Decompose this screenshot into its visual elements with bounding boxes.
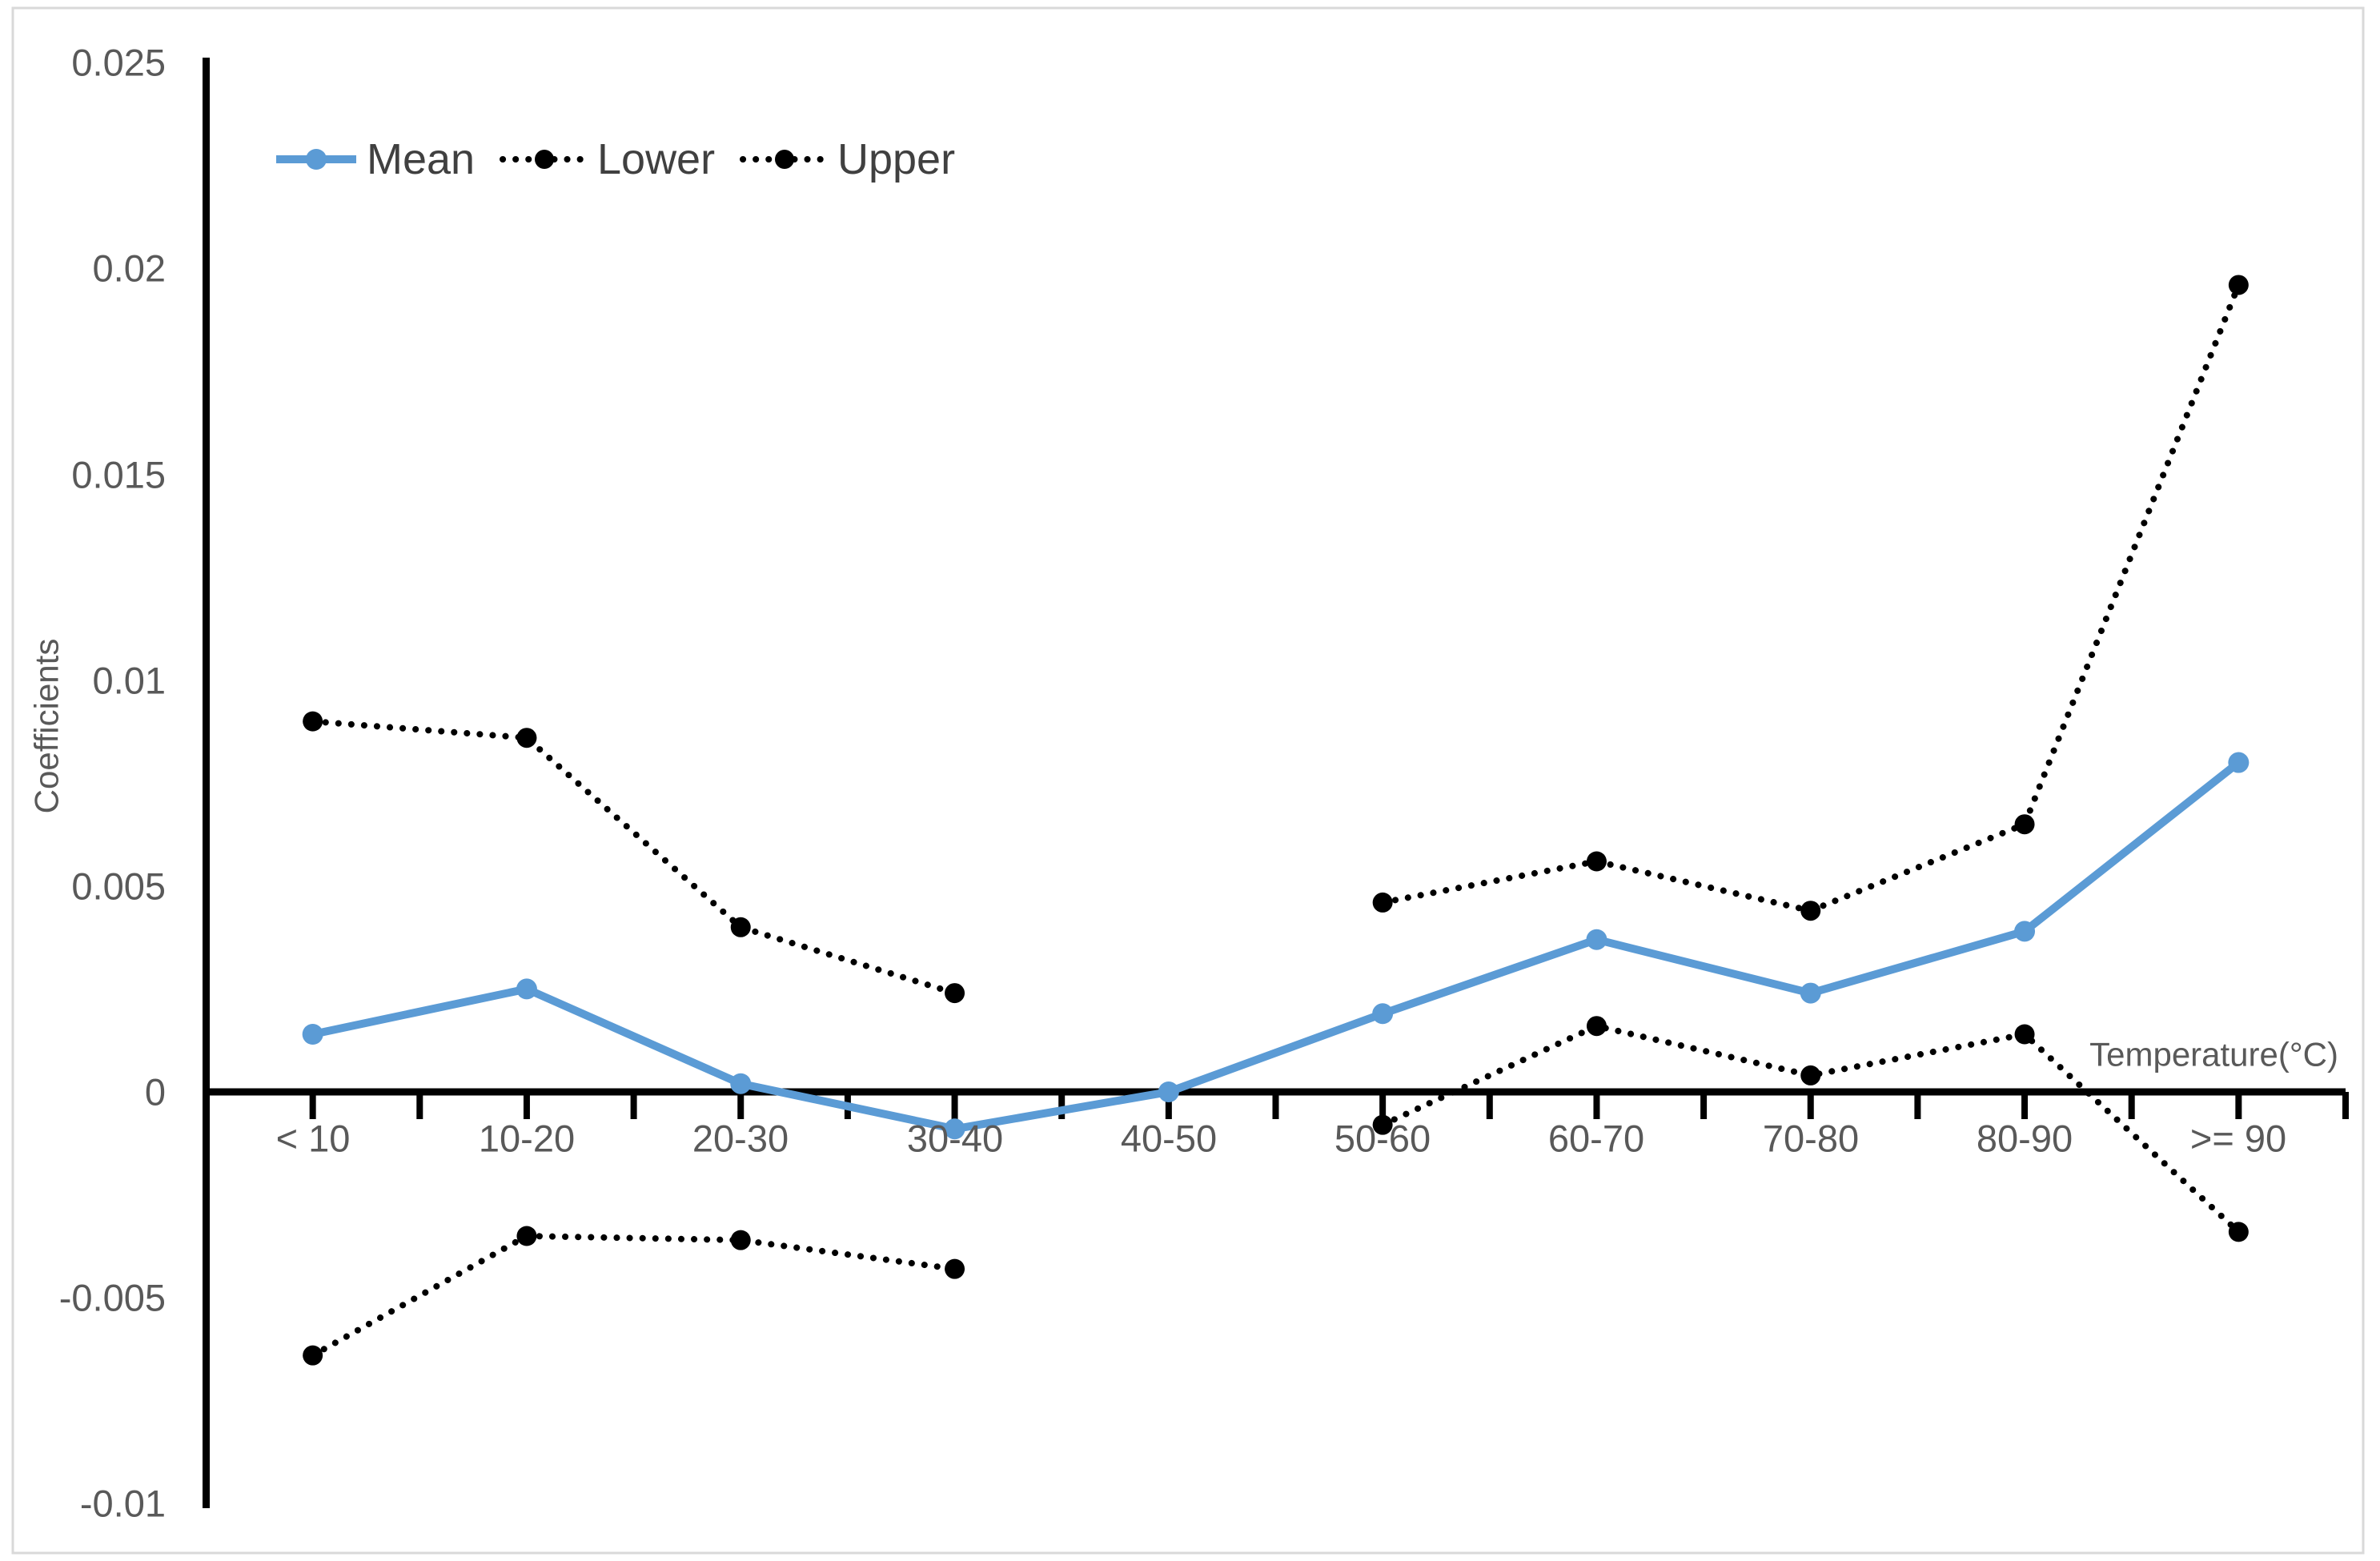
- legend-item-mean: Mean: [276, 135, 475, 183]
- x-axis-ticks: [309, 1092, 2349, 1119]
- data-point-mean: [730, 1073, 752, 1094]
- legend-lower-marker-icon: [535, 150, 554, 169]
- data-point-upper: [2014, 814, 2035, 835]
- data-point-lower: [516, 1226, 537, 1246]
- y-tick-label: -0.01: [80, 1483, 166, 1525]
- legend-item-upper: Upper: [740, 135, 955, 183]
- data-point-upper: [303, 711, 323, 732]
- data-point-upper: [945, 983, 965, 1004]
- series-upper-line: [309, 718, 958, 997]
- legend-lower-label: Lower: [597, 135, 715, 183]
- data-point-upper: [1586, 851, 1607, 872]
- data-point-upper: [2228, 275, 2249, 295]
- y-tick-label: 0.025: [71, 42, 166, 84]
- data-point-mean: [516, 978, 537, 1000]
- x-tick-label: 10-20: [479, 1118, 575, 1160]
- legend-item-lower: Lower: [500, 135, 715, 183]
- data-point-lower: [730, 1230, 751, 1250]
- data-point-mean: [1158, 1081, 1179, 1102]
- data-point-mean: [2014, 921, 2036, 942]
- y-axis-tick-labels: 0.025 0.02 0.015 0.01 0.005 0 -0.005 -0.…: [59, 42, 166, 1525]
- y-tick-label: 0.01: [93, 660, 166, 702]
- x-tick-label: 60-70: [1548, 1118, 1644, 1160]
- x-axis-tick-labels: < 10 10-20 20-30 30-40 40-50 50-60 60-70…: [276, 1118, 2287, 1160]
- data-point-upper: [730, 917, 751, 937]
- x-tick-label: 30-40: [907, 1118, 1003, 1160]
- x-axis-title: Temperature(°C): [2089, 1036, 2338, 1073]
- y-tick-label: 0.005: [71, 865, 166, 908]
- x-tick-label: 20-30: [692, 1118, 789, 1160]
- x-tick-label: >= 90: [2190, 1118, 2286, 1160]
- data-point-lower: [1586, 1016, 1607, 1037]
- series-mean: [302, 752, 2250, 1140]
- y-tick-label: 0.015: [71, 454, 166, 496]
- legend-upper-label: Upper: [837, 135, 955, 183]
- x-tick-label: 80-90: [1977, 1118, 2073, 1160]
- data-point-lower: [945, 1258, 965, 1279]
- series-upper: [303, 275, 2249, 1004]
- data-point-lower: [303, 1345, 323, 1366]
- data-point-mean: [1800, 982, 1821, 1004]
- y-tick-label: 0: [145, 1071, 166, 1114]
- legend-mean-label: Mean: [367, 135, 475, 183]
- series-lower-line: [1379, 1022, 2242, 1235]
- legend-mean-marker-icon: [306, 149, 327, 170]
- data-point-mean: [302, 1023, 323, 1045]
- data-point-lower: [1800, 1065, 1821, 1085]
- x-tick-label: 50-60: [1334, 1118, 1431, 1160]
- data-point-lower: [1372, 1114, 1393, 1135]
- legend-upper-marker-icon: [775, 150, 794, 169]
- series-lower-line: [309, 1232, 958, 1359]
- data-point-mean: [1372, 1003, 1394, 1025]
- data-point-lower: [2014, 1024, 2035, 1045]
- y-tick-label: 0.02: [93, 247, 166, 290]
- data-point-mean: [1586, 929, 1607, 950]
- plot-series: [302, 275, 2250, 1366]
- data-point-lower: [2228, 1222, 2249, 1242]
- x-tick-label: < 10: [276, 1118, 351, 1160]
- data-point-mean: [2228, 752, 2250, 773]
- series-upper-line: [1379, 281, 2242, 914]
- legend: Mean Lower Upper: [276, 135, 955, 183]
- series-mean-line: [311, 759, 2242, 1134]
- chart-border: [11, 6, 2365, 1555]
- series-lower: [303, 1016, 2249, 1366]
- y-axis-title: Coefficients: [28, 639, 66, 814]
- x-tick-label: 40-50: [1121, 1118, 1217, 1160]
- data-point-upper: [1800, 901, 1821, 921]
- y-tick-label: -0.005: [59, 1277, 166, 1319]
- data-point-upper: [516, 728, 537, 748]
- data-point-mean: [944, 1118, 965, 1140]
- x-tick-label: 70-80: [1763, 1118, 1859, 1160]
- data-point-upper: [1372, 892, 1393, 913]
